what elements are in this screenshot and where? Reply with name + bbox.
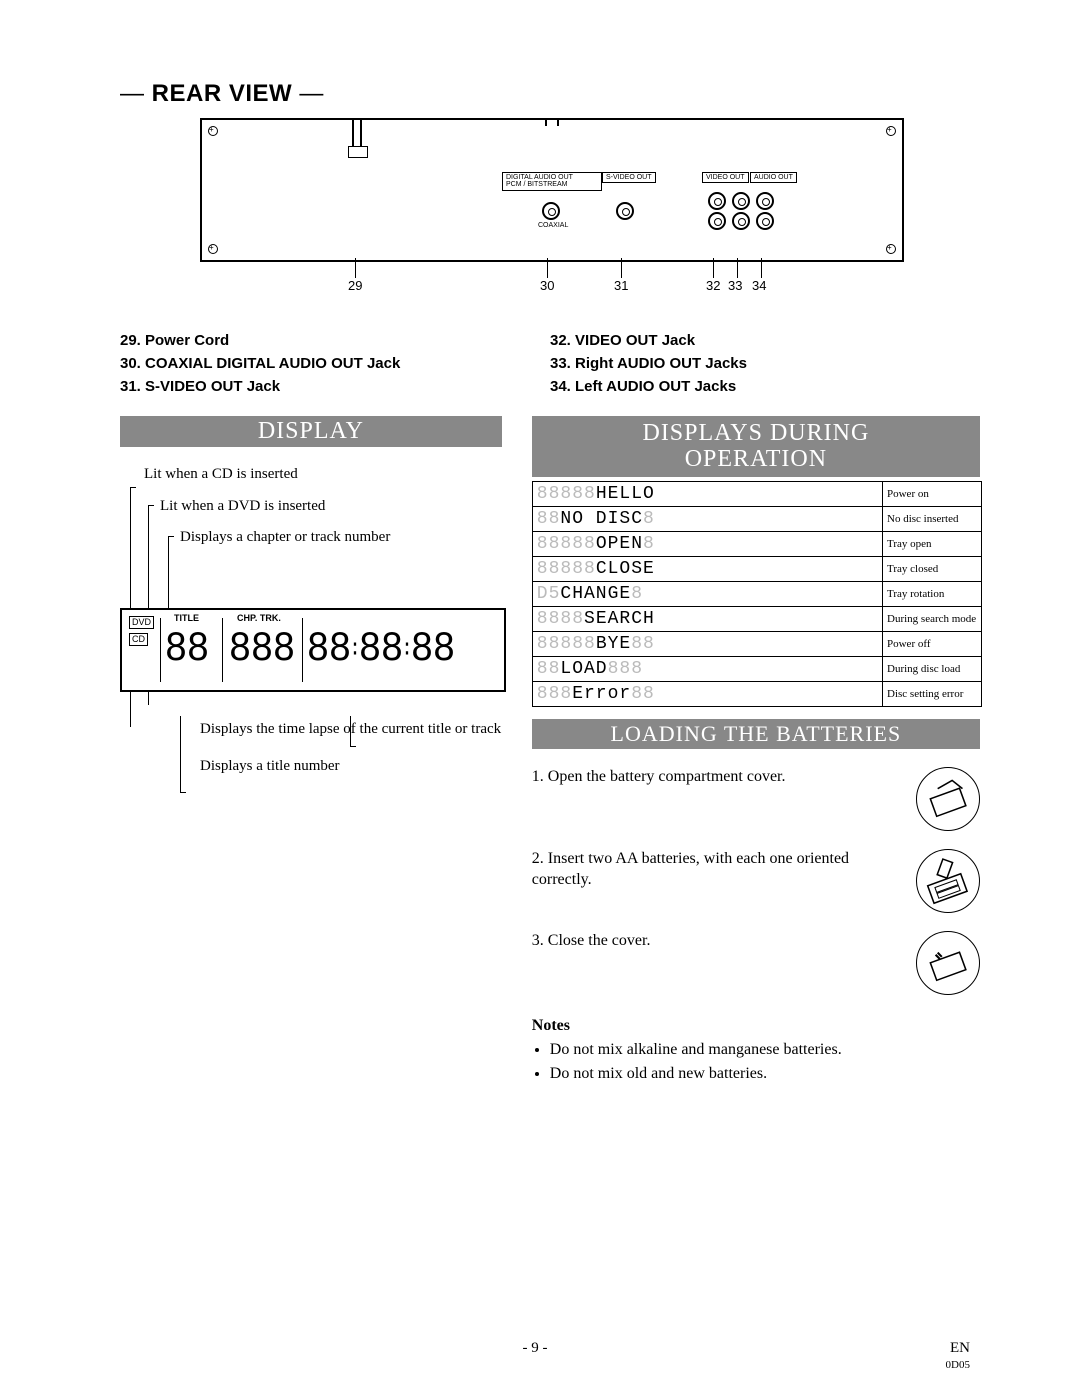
op-display-code: 88888HELLO <box>533 482 882 506</box>
op-display-code: 8888SEARCH <box>533 607 882 631</box>
op-row: 88888HELLOPower on <box>533 482 981 507</box>
battery-step-text: 3. Close the cover. <box>532 931 912 952</box>
battery-step: 2. Insert two AA batteries, with each on… <box>532 849 980 913</box>
op-description: During search mode <box>882 607 981 631</box>
display-banner: DISPLAY <box>120 416 502 447</box>
op-row: 88NO DISC8No disc inserted <box>533 507 981 532</box>
op-display-code: D5CHANGE8 <box>533 582 882 606</box>
leader-32: 32 <box>706 278 720 293</box>
note-1: Do not mix alkaline and manganese batter… <box>550 1039 980 1061</box>
op-row: D5CHANGE8Tray rotation <box>533 582 981 607</box>
op-display-code: 88NO DISC8 <box>533 507 882 531</box>
parts-list: 29. Power Cord 30. COAXIAL DIGITAL AUDIO… <box>120 332 980 401</box>
label-audio: AUDIO OUT <box>750 172 797 183</box>
battery-step-icon <box>916 849 980 913</box>
ops-banner: DISPLAYS DURINGOPERATION <box>532 416 980 477</box>
callout-cd: Lit when a CD is inserted <box>144 466 298 482</box>
page-code: 0D05 <box>946 1359 970 1371</box>
part-29: 29. Power Cord <box>120 332 550 349</box>
battery-step-text: 2. Insert two AA batteries, with each on… <box>532 849 912 891</box>
part-34: 34. Left AUDIO OUT Jacks <box>550 378 980 395</box>
part-33: 33. Right AUDIO OUT Jacks <box>550 355 980 372</box>
chp-trk-header: CHP. TRK. <box>237 613 281 623</box>
op-description: Power on <box>882 482 981 506</box>
op-row: 88888OPEN8Tray open <box>533 532 981 557</box>
op-display-code: 88888BYE88 <box>533 632 882 656</box>
op-row: 8888SEARCHDuring search mode <box>533 607 981 632</box>
op-description: Power off <box>882 632 981 656</box>
callout-title-number: Displays a title number <box>200 758 340 774</box>
op-description: Tray closed <box>882 557 981 581</box>
battery-step-icon <box>916 767 980 831</box>
leader-33: 33 <box>728 278 742 293</box>
part-32: 32. VIDEO OUT Jack <box>550 332 980 349</box>
op-display-code: 88LOAD888 <box>533 657 882 681</box>
title-header: TITLE <box>174 613 199 623</box>
op-description: Tray open <box>882 532 981 556</box>
op-description: During disc load <box>882 657 981 681</box>
part-30: 30. COAXIAL DIGITAL AUDIO OUT Jack <box>120 355 550 372</box>
page-number: - 9 - <box>523 1340 548 1357</box>
rear-panel-diagram: DIGITAL AUDIO OUTPCM / BITSTREAM S-VIDEO… <box>200 118 904 262</box>
rear-view-title: REAR VIEW <box>152 80 293 107</box>
callout-dvd: Lit when a DVD is inserted <box>160 498 325 514</box>
note-2: Do not mix old and new batteries. <box>550 1063 980 1085</box>
notes-title: Notes <box>532 1017 980 1035</box>
leader-31: 31 <box>614 278 628 293</box>
notes-list: Do not mix alkaline and manganese batter… <box>532 1039 980 1086</box>
leader-34: 34 <box>752 278 766 293</box>
leader-29: 29 <box>348 278 362 293</box>
battery-step-text: 1. Open the battery compartment cover. <box>532 767 912 788</box>
part-31: 31. S-VIDEO OUT Jack <box>120 378 550 395</box>
op-description: Disc setting error <box>882 682 981 706</box>
batteries-banner: LOADING THE BATTERIES <box>532 719 980 749</box>
display-panel-diagram: DVD CD TITLE CHP. TRK. 88 888 88:88:88 <box>120 608 506 692</box>
label-video: VIDEO OUT <box>702 172 749 183</box>
label-coaxial: COAXIAL <box>538 222 568 229</box>
op-display-code: 88888OPEN8 <box>533 532 882 556</box>
op-row: 88888BYE88Power off <box>533 632 981 657</box>
leader-30: 30 <box>540 278 554 293</box>
op-row: 88LOAD888During disc load <box>533 657 981 682</box>
label-digital-audio: DIGITAL AUDIO OUTPCM / BITSTREAM <box>502 172 602 191</box>
op-display-code: 888Error88 <box>533 682 882 706</box>
label-svideo: S-VIDEO OUT <box>602 172 656 183</box>
battery-step: 3. Close the cover. <box>532 931 980 995</box>
op-row: 88888CLOSETray closed <box>533 557 981 582</box>
callout-chapter: Displays a chapter or track number <box>180 529 390 545</box>
page-lang: EN <box>950 1340 970 1357</box>
battery-step: 1. Open the battery compartment cover. <box>532 767 980 831</box>
cd-indicator: CD <box>129 633 148 646</box>
op-display-code: 88888CLOSE <box>533 557 882 581</box>
operation-display-table: 88888HELLOPower on88NO DISC8No disc inse… <box>532 481 982 707</box>
op-description: Tray rotation <box>882 582 981 606</box>
op-row: 888Error88Disc setting error <box>533 682 981 706</box>
battery-step-icon <box>916 931 980 995</box>
op-description: No disc inserted <box>882 507 981 531</box>
dvd-indicator: DVD <box>129 616 154 629</box>
